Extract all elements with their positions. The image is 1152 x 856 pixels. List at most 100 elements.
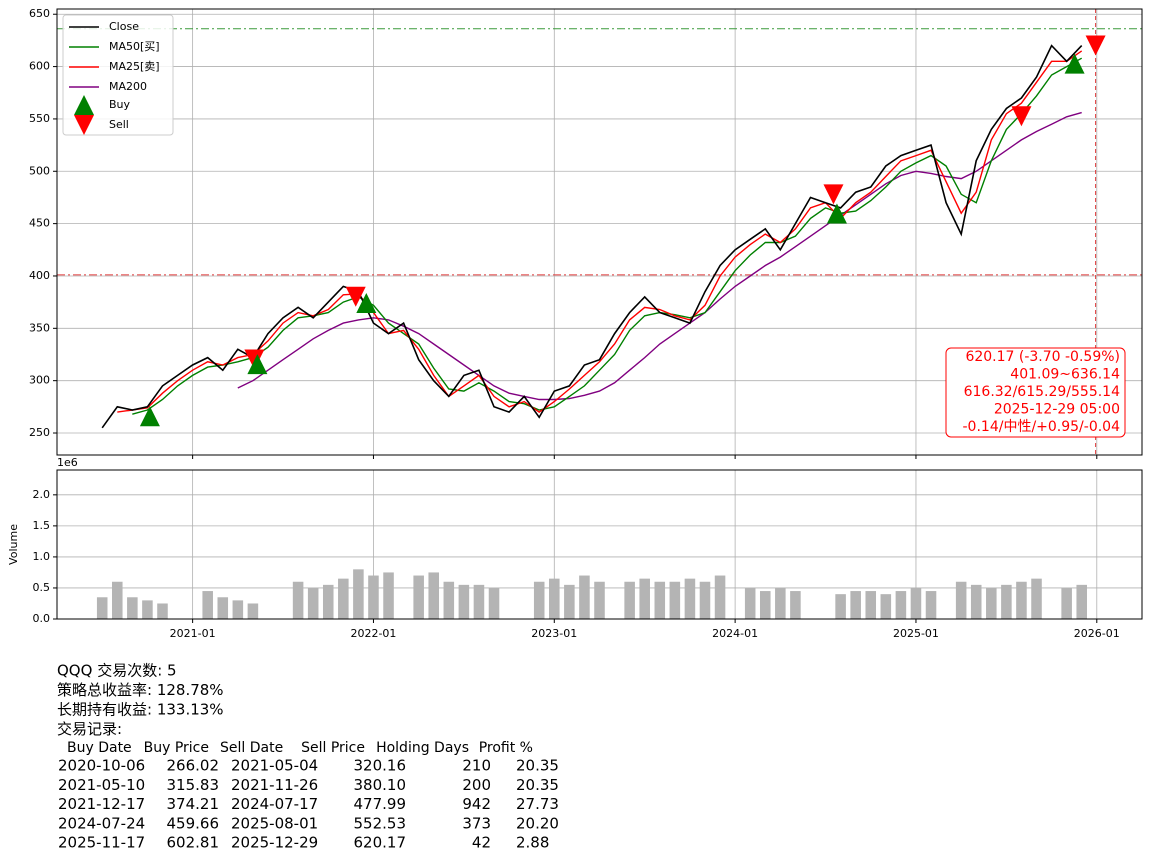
y-tick-label: 600 <box>29 60 50 73</box>
y-tick-label: 550 <box>29 112 50 125</box>
bar <box>96 597 108 619</box>
bar <box>850 591 861 619</box>
bar <box>1001 584 1012 619</box>
x-tick-label: 2023-01 <box>531 627 577 640</box>
bar <box>895 591 907 619</box>
bar <box>533 581 545 619</box>
y-tick-label: 1.0 <box>33 550 51 563</box>
bar <box>865 591 877 619</box>
legend-swatch <box>74 95 94 115</box>
x-tick-label: 2022-01 <box>350 627 396 640</box>
bar <box>127 597 138 619</box>
y-tick-label: 300 <box>29 374 50 387</box>
annotation-text: -0.14/中性/+0.95/-0.04 <box>963 419 1121 435</box>
summary-line: 策略总收益率: 128.78% <box>57 681 224 699</box>
table-cell: 20.35 <box>516 776 559 794</box>
bar <box>428 572 440 619</box>
table-cell: 2025-12-29 <box>231 834 318 852</box>
x-tick-label: 2025-01 <box>893 627 939 640</box>
bar <box>684 578 696 619</box>
table-cell: 2021-05-04 <box>231 757 318 775</box>
bar <box>1076 584 1087 619</box>
table-cell: 2024-07-24 <box>58 814 145 832</box>
series-line <box>117 50 1083 413</box>
table-cell: 210 <box>462 757 491 775</box>
series-line <box>101 44 1083 429</box>
bar <box>1061 587 1072 619</box>
table-header: Buy Date <box>67 740 132 756</box>
y-tick-label: 500 <box>29 164 50 177</box>
table-header: Buy Price <box>144 740 209 756</box>
bar <box>910 587 922 619</box>
bar <box>790 591 801 619</box>
y-tick-label: 250 <box>29 426 50 439</box>
buy-marker <box>826 203 847 224</box>
bar <box>488 587 500 619</box>
bar <box>217 597 229 619</box>
bar <box>322 584 334 619</box>
bar <box>383 572 394 619</box>
bar <box>970 584 982 619</box>
annotation-text: 401.09~636.14 <box>1010 367 1120 383</box>
table-cell: 2.88 <box>516 834 549 852</box>
bar <box>714 575 726 619</box>
bar <box>1031 578 1042 619</box>
annotation-text: 616.32/615.29/555.14 <box>964 384 1120 400</box>
table-cell: 2021-12-17 <box>58 795 145 813</box>
bar <box>744 587 756 619</box>
legend-label: Buy <box>109 98 131 111</box>
bar <box>880 594 892 619</box>
table-cell: 27.73 <box>516 795 559 813</box>
legend-label: Sell <box>109 118 129 131</box>
bar <box>654 581 666 619</box>
sell-marker <box>1085 35 1106 56</box>
table-cell: 2021-05-10 <box>58 776 145 794</box>
series-line <box>132 57 1083 415</box>
bar <box>986 587 997 619</box>
sell-marker <box>823 184 844 205</box>
table-cell: 20.35 <box>516 757 559 775</box>
bar <box>473 584 485 619</box>
buy-marker <box>1064 53 1085 74</box>
table-cell: 315.83 <box>167 776 220 794</box>
table-cell: 602.81 <box>167 834 220 852</box>
bar <box>292 581 304 619</box>
summary-line: 长期持有收益: 133.13% <box>57 701 224 719</box>
table-cell: 2020-10-06 <box>58 757 145 775</box>
x-tick-label: 2026-01 <box>1074 627 1120 640</box>
plot-frame <box>56 469 1143 620</box>
legend-label: MA200 <box>109 80 147 93</box>
bar <box>669 581 681 619</box>
bar <box>835 594 846 619</box>
axis-label: Volume <box>7 524 20 565</box>
offset-label: 1e6 <box>57 456 78 469</box>
bar <box>564 584 575 619</box>
table-cell: 459.66 <box>167 814 220 832</box>
buy-marker <box>139 406 160 427</box>
bar <box>368 575 379 619</box>
table-cell: 373 <box>462 814 491 832</box>
sell-marker <box>244 349 265 370</box>
table-cell: 42 <box>472 834 491 852</box>
buy-marker <box>247 354 268 375</box>
bar <box>594 581 605 619</box>
annotation-text: 2025-12-29 05:00 <box>994 402 1120 418</box>
bar <box>955 581 967 619</box>
table-header: Profit % <box>479 740 533 756</box>
bar <box>549 578 560 619</box>
bar <box>579 575 590 619</box>
table-header: Holding Days <box>376 740 469 756</box>
sell-marker <box>345 286 366 307</box>
buy-marker <box>356 292 377 313</box>
table-cell: 380.10 <box>354 776 407 794</box>
table-cell: 200 <box>462 776 491 794</box>
summary-line: 交易记录: <box>57 720 122 738</box>
table-cell: 266.02 <box>167 757 220 775</box>
x-tick-label: 2024-01 <box>712 627 758 640</box>
bar <box>925 591 937 619</box>
y-tick-label: 2.0 <box>33 488 51 501</box>
y-tick-label: 0.5 <box>33 581 51 594</box>
bar <box>202 591 213 619</box>
x-tick-label: 2021-01 <box>170 627 216 640</box>
